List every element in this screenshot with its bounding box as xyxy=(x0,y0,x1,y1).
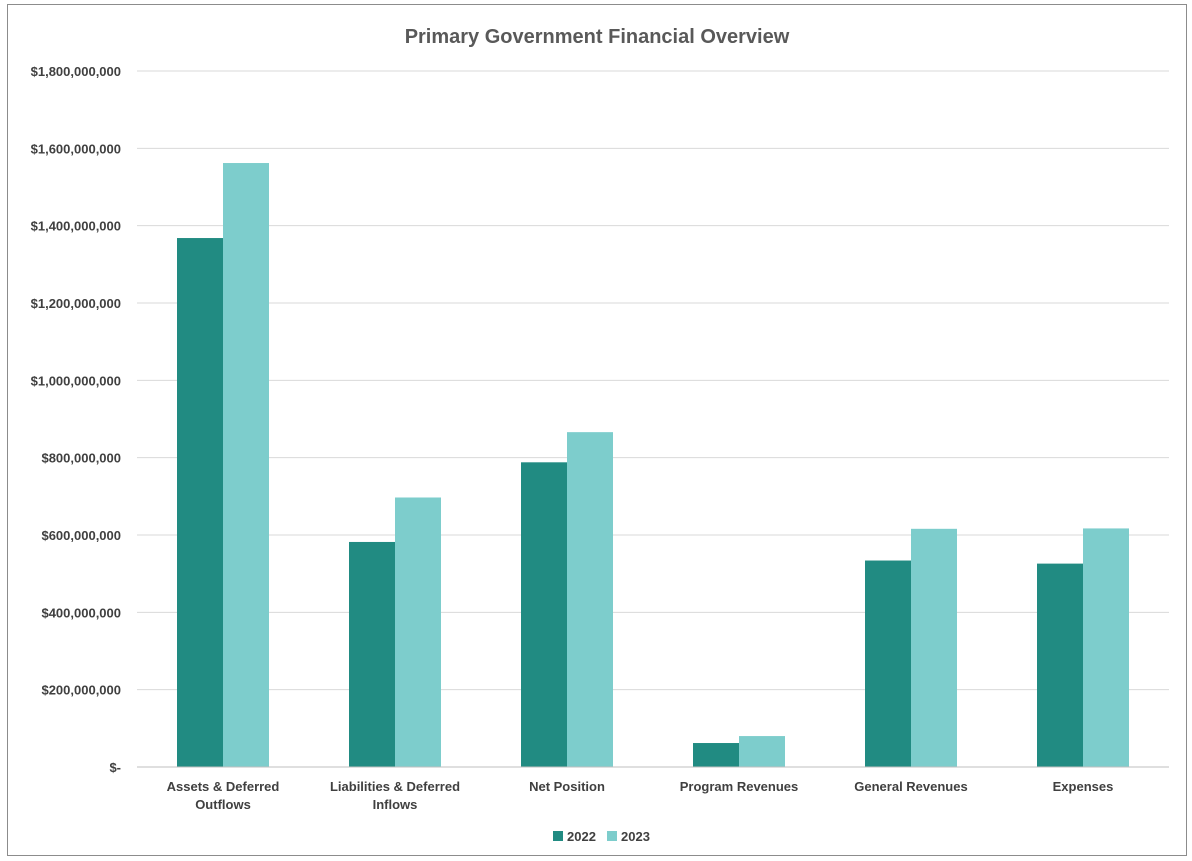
x-tick-label: Expenses xyxy=(1053,779,1114,794)
x-tick-label-line: Assets & Deferred xyxy=(167,779,280,794)
y-tick-label: $- xyxy=(109,760,121,775)
x-tick-label-line: Outflows xyxy=(195,797,251,812)
legend: 2022 2023 xyxy=(553,829,650,844)
y-tick-label: $1,000,000,000 xyxy=(31,373,121,388)
bar-chart: Primary Government Financial Overview $-… xyxy=(31,26,1169,844)
x-tick-label: Assets & Deferred Outflows xyxy=(167,779,280,812)
y-axis-ticks: $- $200,000,000 $400,000,000 $600,000,000 $8… xyxy=(31,64,121,775)
x-tick-label: Net Position xyxy=(529,779,605,794)
y-tick-label: $1,400,000,000 xyxy=(31,219,121,234)
x-tick-label-line: Liabilities & Deferred xyxy=(330,779,460,794)
y-tick-label: $1,800,000,000 xyxy=(31,64,121,79)
chart-title: Primary Government Financial Overview xyxy=(405,26,790,48)
bar-2022-3 xyxy=(693,743,739,767)
bar-2023-1 xyxy=(395,497,441,767)
x-tick-label-line: Net Position xyxy=(529,779,605,794)
bar-2022-2 xyxy=(521,462,567,767)
x-tick-label-line: General Revenues xyxy=(854,779,967,794)
bars xyxy=(177,163,1129,768)
bar-2022-0 xyxy=(177,238,223,768)
legend-label-2022: 2022 xyxy=(567,829,596,844)
gridlines xyxy=(137,70,1169,691)
legend-swatch-2023 xyxy=(607,831,617,841)
y-tick-label: $800,000,000 xyxy=(41,451,121,466)
bar-2022-4 xyxy=(865,560,911,767)
y-tick-label: $600,000,000 xyxy=(41,528,121,543)
bar-2023-0 xyxy=(223,163,269,767)
bar-2023-3 xyxy=(739,736,785,767)
x-axis-ticks: Assets & Deferred Outflows Liabilities & D… xyxy=(167,779,1114,812)
y-tick-label: $1,200,000,000 xyxy=(31,296,121,311)
x-tick-label-line: Inflows xyxy=(373,797,418,812)
x-tick-label-line: Program Revenues xyxy=(680,779,799,794)
legend-swatch-2022 xyxy=(553,831,563,841)
bar-2023-2 xyxy=(567,432,613,767)
y-tick-label: $400,000,000 xyxy=(41,605,121,620)
bar-2022-5 xyxy=(1037,563,1083,767)
bar-2023-5 xyxy=(1083,528,1129,767)
bar-2023-4 xyxy=(911,528,957,767)
legend-label-2023: 2023 xyxy=(621,829,650,844)
y-tick-label: $200,000,000 xyxy=(41,683,121,698)
x-tick-label: General Revenues xyxy=(854,779,967,794)
chart-frame: Primary Government Financial Overview $-… xyxy=(7,4,1187,856)
x-tick-label: Program Revenues xyxy=(680,779,799,794)
y-tick-label: $1,600,000,000 xyxy=(31,141,121,156)
x-tick-label-line: Expenses xyxy=(1053,779,1114,794)
bar-2022-1 xyxy=(349,541,395,767)
x-tick-label: Liabilities & Deferred Inflows xyxy=(330,779,460,812)
